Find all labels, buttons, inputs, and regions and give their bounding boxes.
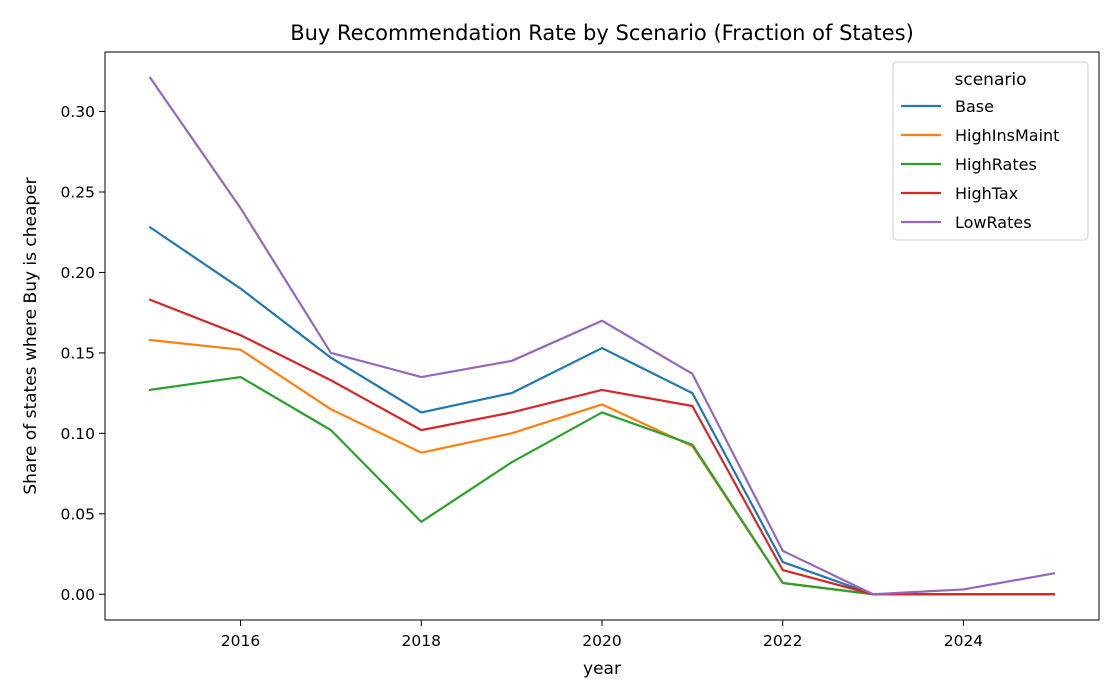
legend: scenario Base HighInsMaint HighRates HighTax… (892, 61, 1089, 241)
legend-label-highrates: HighRates (955, 155, 1037, 174)
series-line-highinsmaint (148, 338, 1055, 596)
x-tick-label-2016: 2016 (221, 632, 260, 650)
series-line-highrates (148, 375, 1055, 596)
y-tick-label-0.25: 0.25 (60, 183, 95, 201)
legend-label-hightax: HighTax (955, 184, 1018, 203)
legend-box (892, 61, 1089, 241)
plot-area: 2016 2018 2020 2022 2024 0.00 0.05 0.10 0.15 0.20… (60, 51, 1100, 650)
x-axis-label: year (583, 659, 621, 679)
legend-title: scenario (955, 70, 1027, 90)
x-tick-label-2022: 2022 (763, 632, 802, 650)
legend-label-lowrates: LowRates (955, 213, 1032, 232)
series-line-hightax (148, 298, 1055, 596)
series-line-lowrates (148, 76, 1056, 596)
y-tick-label-0.15: 0.15 (60, 344, 95, 362)
y-tick-label-0.30: 0.30 (60, 103, 95, 121)
legend-label-base: Base (955, 97, 994, 116)
legend-label-highinsmaint: HighInsMaint (955, 126, 1059, 145)
x-tick-label-2024: 2024 (944, 632, 983, 650)
x-tick-label-2020: 2020 (582, 632, 621, 650)
chart-title: Buy Recommendation Rate by Scenario (Fra… (290, 21, 914, 45)
y-tick-label-0.20: 0.20 (60, 264, 95, 282)
x-tick-label-2018: 2018 (402, 632, 441, 650)
y-axis-label: Share of states where Buy is cheaper (21, 177, 41, 494)
y-tick-label-0.10: 0.10 (60, 425, 95, 443)
y-tick-label-0.05: 0.05 (60, 505, 95, 523)
y-tick-label-0.00: 0.00 (60, 586, 95, 604)
